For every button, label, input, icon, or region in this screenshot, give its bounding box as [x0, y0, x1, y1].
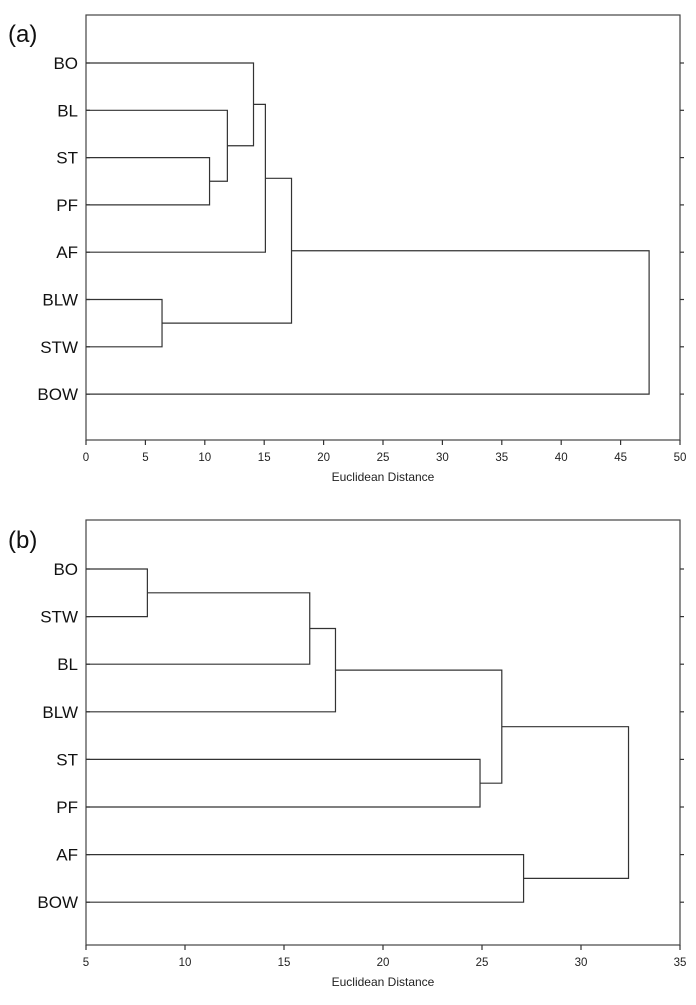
dendrogram-link — [86, 568, 148, 618]
dendrogram-link — [86, 758, 481, 808]
dendrogram-link — [86, 592, 311, 665]
x-axis-label: Euclidean Distance — [332, 470, 435, 484]
panel-label: (b) — [8, 527, 37, 554]
dendrogram-link — [86, 109, 228, 182]
plot-frame — [85, 519, 681, 946]
x-tick-label: 45 — [614, 452, 627, 464]
x-tick-label: 35 — [495, 452, 508, 464]
leaf-label: AF — [56, 846, 78, 865]
x-tick-label: 30 — [436, 452, 449, 464]
dendrogram-link — [86, 157, 211, 206]
x-tick-label: 15 — [258, 452, 271, 464]
dendrogram-link — [86, 298, 163, 348]
plot-frame — [85, 14, 681, 441]
leaf-label: BOW — [37, 893, 78, 912]
leaf-label: PF — [56, 196, 78, 215]
leaf-label: BO — [53, 560, 78, 579]
leaf-label: ST — [56, 149, 78, 168]
x-tick-label: 20 — [317, 452, 330, 464]
dendrogram-link — [86, 853, 525, 903]
x-tick-label: 10 — [179, 957, 192, 969]
leaf-label: BO — [53, 54, 78, 73]
dendrogram-panel-a: (a) 0 5 10 15 20 25 30 35 40 45 50 Euclidean Distanc… — [8, 14, 687, 484]
x-tick-label: 30 — [575, 957, 588, 969]
x-tick-label: 5 — [142, 452, 148, 464]
dendrogram-link — [501, 726, 630, 880]
x-tick-label: 0 — [83, 452, 89, 464]
dendrogram-link — [86, 103, 266, 253]
leaf-label: BL — [57, 101, 78, 120]
dendrogram-link — [335, 669, 503, 784]
leaf-label: BOW — [37, 385, 78, 404]
x-tick-label: 20 — [377, 957, 390, 969]
leaf-label: PF — [56, 798, 78, 817]
x-tick-label: 50 — [674, 452, 687, 464]
x-tick-label: 5 — [83, 957, 89, 969]
dendrogram-link — [86, 250, 650, 395]
x-tick-label: 10 — [198, 452, 211, 464]
x-tick-label: 35 — [674, 957, 687, 969]
x-axis-label: Euclidean Distance — [332, 975, 435, 989]
leaf-label: BLW — [42, 291, 78, 310]
x-tick-label: 25 — [377, 452, 390, 464]
leaf-label: ST — [56, 750, 78, 769]
leaf-label: BL — [57, 655, 78, 674]
x-tick-label: 40 — [555, 452, 568, 464]
dendrogram-link — [162, 177, 293, 324]
dendrogram-link — [86, 627, 337, 713]
dendrogram-link — [86, 62, 255, 147]
x-tick-label: 15 — [278, 957, 291, 969]
panel-label: (a) — [8, 21, 37, 48]
dendrogram-panel-b: (b) 5 10 15 20 25 30 35 Euclidean Distance BO STW B… — [8, 519, 687, 989]
leaf-label: AF — [56, 243, 78, 262]
leaf-label: BLW — [42, 703, 78, 722]
leaf-label: STW — [40, 608, 78, 627]
leaf-label: STW — [40, 338, 78, 357]
x-tick-label: 25 — [476, 957, 489, 969]
